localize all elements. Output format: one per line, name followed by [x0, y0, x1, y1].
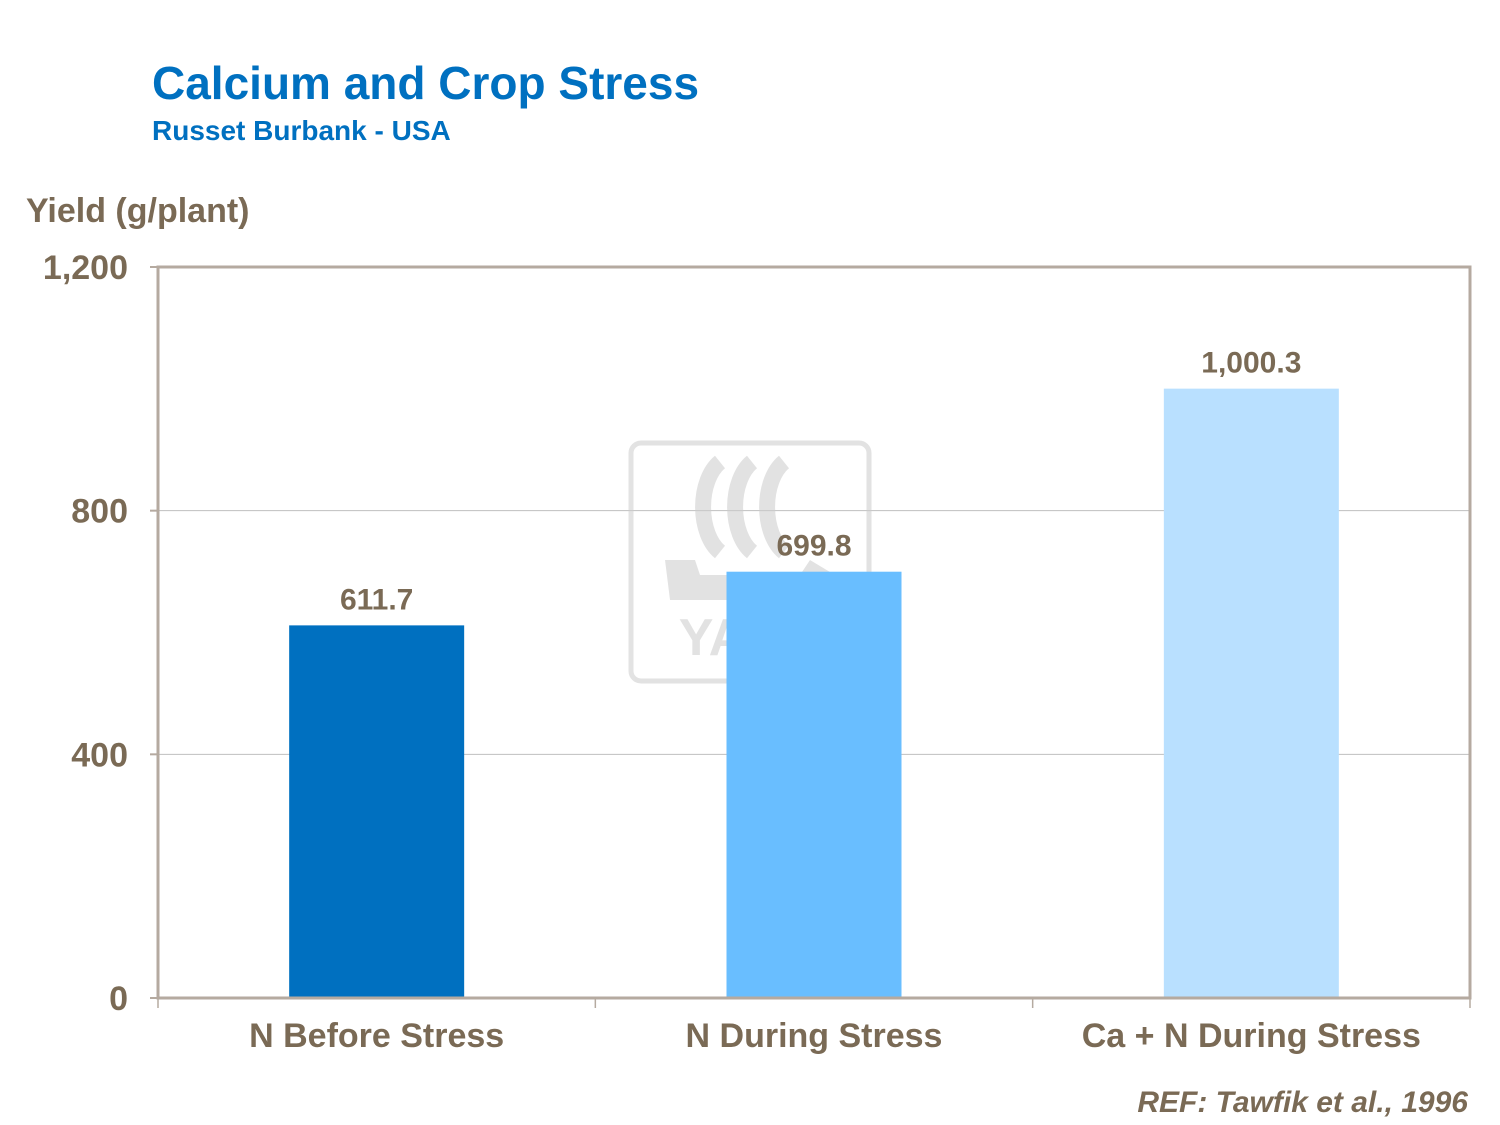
y-axis-label: Yield (g/plant): [26, 192, 250, 230]
data-label: 611.7: [340, 583, 413, 616]
chart-title: Calcium and Crop Stress: [152, 57, 700, 109]
data-label: 1,000.3: [1201, 347, 1301, 380]
y-tick-label: 800: [71, 493, 128, 531]
y-tick-label: 400: [71, 736, 128, 774]
bar: [289, 625, 465, 998]
plot-area-border: [156, 265, 1472, 1000]
data-label: 699.8: [776, 530, 851, 563]
x-tick-label: N During Stress: [686, 1017, 943, 1055]
bar: [1163, 388, 1339, 998]
y-tick-label: 0: [109, 980, 128, 1018]
y-tick-label: 1,200: [43, 249, 128, 287]
x-tick-label: N Before Stress: [249, 1017, 504, 1055]
bar: [726, 571, 902, 998]
x-tick-label: Ca + N During Stress: [1082, 1017, 1421, 1055]
chart-subtitle: Russet Burbank - USA: [152, 115, 451, 146]
reference-note: REF: Tawfik et al., 1996: [1137, 1086, 1468, 1119]
